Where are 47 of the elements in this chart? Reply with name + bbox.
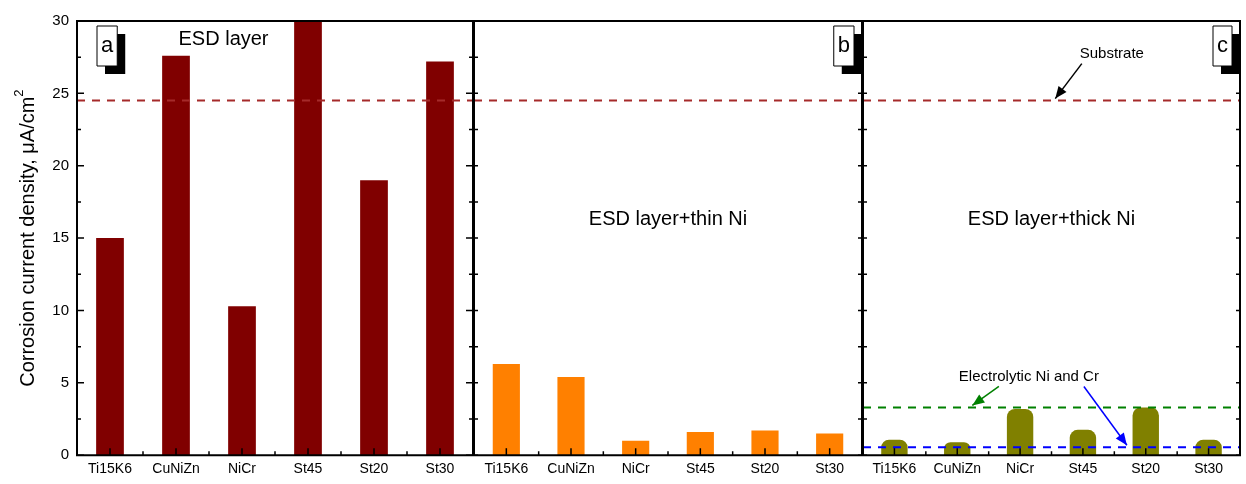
x-tick-label: St45 <box>685 460 715 477</box>
bar <box>294 21 322 456</box>
annotation: ESD layer+thin Ni <box>588 206 748 229</box>
x-tick-label: St20 <box>750 460 780 477</box>
annotation: ESD layer <box>178 26 269 49</box>
x-tick-label: NiCr <box>621 460 650 477</box>
annotation: a <box>100 32 114 58</box>
x-tick-label: Ti15K6 <box>484 460 529 477</box>
bar <box>1132 407 1159 456</box>
x-tick-label: CuNiZn <box>547 460 595 477</box>
y-tick-label: 5 <box>60 372 69 390</box>
x-tick-label: St30 <box>425 460 455 477</box>
y-tick-label: 15 <box>52 228 69 246</box>
bar <box>492 364 520 456</box>
x-tick-label: Ti15K6 <box>88 460 133 477</box>
x-tick-label: St45 <box>1068 460 1098 477</box>
x-tick-label: St20 <box>359 460 389 477</box>
y-tick-label: 25 <box>52 83 69 101</box>
x-tick-label: NiCr <box>1006 460 1035 477</box>
x-tick-label: St30 <box>815 460 845 477</box>
y-tick-label: 30 <box>52 11 69 29</box>
bar <box>360 180 388 456</box>
ref-line-label: Electrolytic Ni and Cr <box>958 366 1099 384</box>
bar <box>228 306 256 456</box>
y-axis-title: Corrosion current density, μA/cm2 <box>10 89 38 387</box>
bar <box>96 238 124 456</box>
ref-line-label: Substrate <box>1079 43 1144 61</box>
bar <box>686 432 714 456</box>
bar <box>816 433 844 456</box>
x-tick-label: St20 <box>1131 460 1161 477</box>
x-tick-label: CuNiZn <box>152 460 200 477</box>
x-tick-label: Ti15K6 <box>872 460 917 477</box>
bar <box>1006 408 1034 456</box>
annotation: b <box>837 32 851 58</box>
bar <box>751 430 779 456</box>
x-tick-label: St30 <box>1194 460 1224 477</box>
annotation: ESD layer+thick Ni <box>967 206 1136 229</box>
bar <box>162 55 190 456</box>
annotation: c <box>1217 32 1228 58</box>
x-tick-label: St45 <box>293 460 323 477</box>
y-tick-label: 10 <box>52 300 69 318</box>
y-tick-label: 20 <box>52 155 69 173</box>
y-tick-label: 0 <box>60 445 69 463</box>
bar <box>557 377 585 456</box>
bar <box>426 61 454 456</box>
x-tick-label: CuNiZn <box>933 460 981 477</box>
x-tick-label: NiCr <box>228 460 257 477</box>
